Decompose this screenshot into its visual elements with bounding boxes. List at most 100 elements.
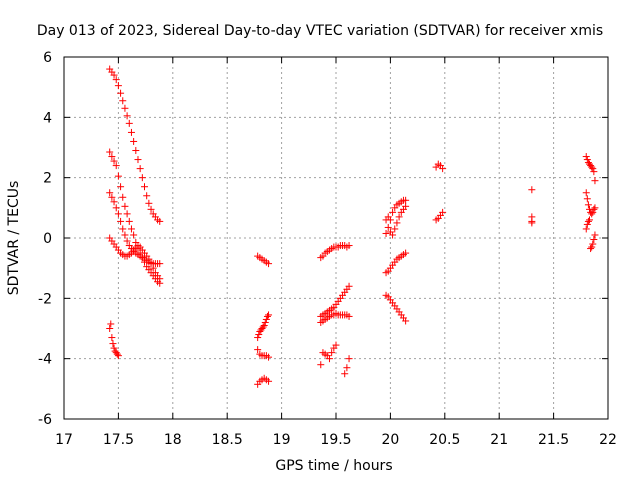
data-point — [127, 225, 135, 233]
data-point — [402, 317, 410, 325]
data-point — [265, 353, 273, 361]
data-point — [395, 213, 403, 221]
data-point — [130, 231, 138, 239]
x-tick-label: 18.5 — [212, 432, 243, 448]
x-tick-labels: 17 17.5 18 18.5 19 19.5 20 20.5 21 21.5 22 — [55, 432, 617, 448]
y-tick-label: -6 — [38, 412, 52, 428]
data-point — [121, 104, 129, 112]
data-point — [332, 341, 340, 349]
data-point — [262, 315, 270, 323]
x-tick-label: 19 — [273, 432, 291, 448]
data-point — [149, 264, 157, 272]
y-tick-labels: -6 -4 -2 0 2 4 6 — [38, 50, 52, 428]
data-point — [588, 163, 596, 171]
x-axis-label: GPS time / hours — [275, 458, 392, 474]
y-tick-label: 6 — [43, 50, 52, 66]
data-point — [345, 282, 353, 290]
data-point — [590, 205, 598, 213]
data-point — [528, 219, 536, 227]
data-point — [106, 189, 114, 197]
data-point — [583, 195, 591, 203]
data-point — [389, 208, 397, 216]
data-point — [265, 377, 273, 385]
data-point — [121, 202, 129, 210]
data-point — [107, 320, 115, 328]
data-point — [108, 153, 116, 161]
data-point — [586, 216, 594, 224]
data-point — [156, 275, 164, 283]
data-point — [156, 217, 164, 225]
data-point — [584, 201, 592, 209]
data-point — [125, 119, 133, 127]
data-point — [583, 156, 591, 164]
data-points — [106, 65, 599, 388]
data-point — [108, 334, 116, 342]
data-point — [108, 193, 116, 201]
x-tick-label: 21 — [490, 432, 508, 448]
data-point — [147, 205, 155, 213]
data-point — [345, 242, 353, 250]
data-point — [582, 153, 590, 161]
data-point — [402, 249, 410, 257]
x-tick-label: 20.5 — [429, 432, 460, 448]
data-point — [341, 370, 349, 378]
data-point — [590, 168, 598, 176]
data-point — [325, 355, 333, 363]
data-point — [127, 128, 135, 136]
data-point — [132, 147, 140, 155]
data-point — [591, 231, 599, 239]
data-point — [255, 331, 263, 339]
y-tick-label: 4 — [43, 110, 52, 126]
data-point — [145, 255, 153, 263]
y-tick-label: 0 — [43, 231, 52, 247]
data-point — [589, 208, 597, 216]
data-point — [114, 352, 122, 360]
data-point — [588, 243, 596, 251]
axis-ticks — [63, 56, 609, 420]
data-point — [134, 156, 142, 164]
data-point — [106, 325, 114, 332]
data-point — [317, 361, 325, 369]
data-point — [117, 183, 125, 191]
data-point — [117, 89, 125, 97]
data-point — [384, 213, 392, 221]
data-point — [391, 225, 399, 233]
chart-title: Day 013 of 2023, Sidereal Day-to-day VTE… — [37, 23, 603, 39]
data-point — [110, 71, 118, 79]
data-point — [589, 240, 597, 248]
data-point — [114, 210, 122, 218]
data-point — [588, 210, 596, 218]
data-point — [113, 350, 121, 358]
data-point — [402, 196, 410, 204]
grid — [64, 57, 608, 419]
x-tick-label: 17.5 — [103, 432, 134, 448]
data-point — [119, 193, 127, 201]
y-tick-label: -4 — [38, 352, 52, 368]
data-point — [591, 177, 599, 185]
data-point — [125, 217, 133, 225]
x-tick-label: 21.5 — [538, 432, 569, 448]
data-point — [343, 364, 351, 372]
data-point — [114, 82, 122, 90]
data-point — [402, 202, 410, 210]
data-point — [109, 340, 117, 348]
data-point — [119, 225, 127, 233]
data-point — [112, 204, 120, 212]
data-point — [106, 148, 114, 156]
data-point — [582, 225, 590, 233]
data-point — [393, 219, 401, 227]
y-tick-label: 2 — [43, 171, 52, 187]
data-point — [583, 220, 591, 228]
data-point — [136, 165, 144, 173]
data-point — [259, 323, 267, 331]
data-point — [114, 172, 122, 180]
x-tick-label: 18 — [164, 432, 182, 448]
data-point — [582, 189, 590, 197]
data-point — [345, 312, 353, 320]
data-point — [156, 260, 164, 268]
data-point — [110, 344, 118, 352]
data-point — [119, 97, 127, 105]
data-point — [123, 112, 131, 120]
data-point — [260, 321, 268, 329]
